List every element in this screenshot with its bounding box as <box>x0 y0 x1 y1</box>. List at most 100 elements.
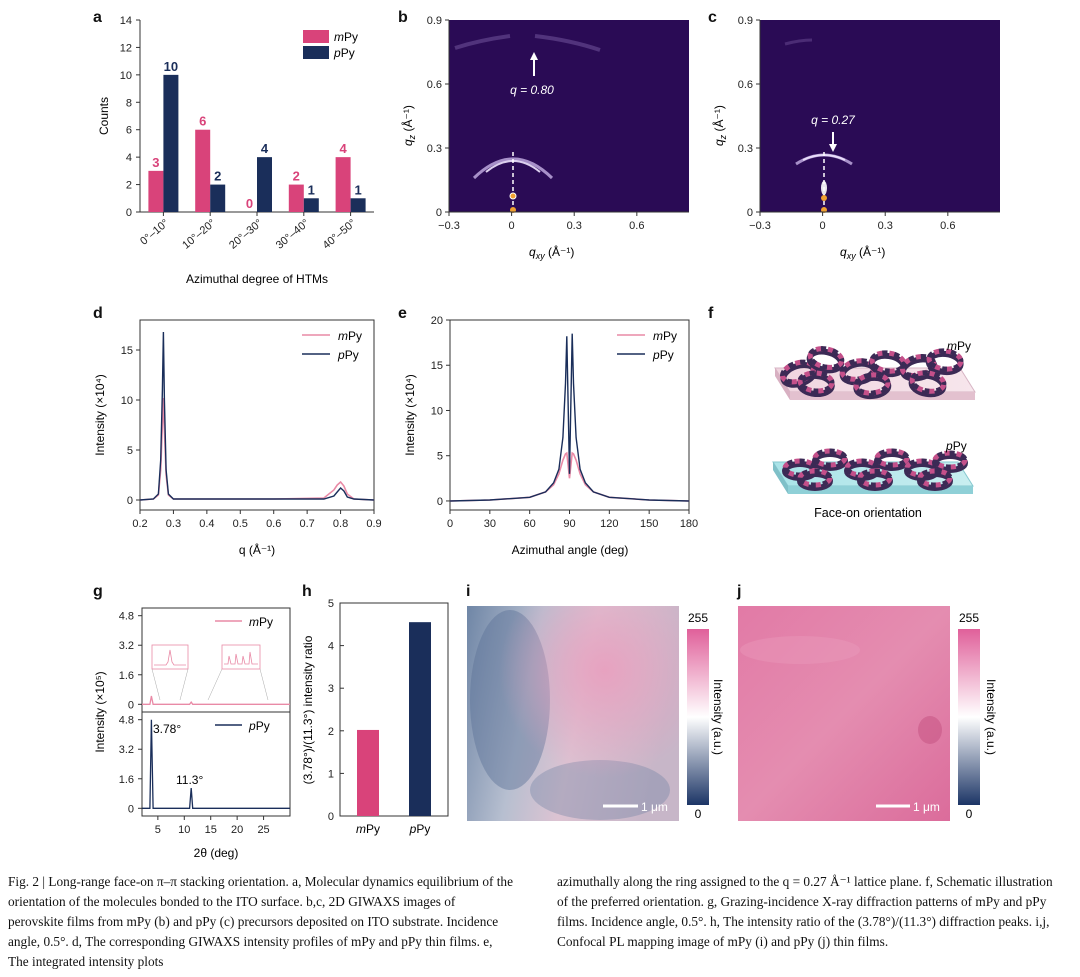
a-bar-mpy <box>335 157 351 212</box>
g-ytick-label: 0 <box>128 699 134 711</box>
g-series-mpy <box>142 695 290 705</box>
a-ytick-label: 0 <box>126 207 132 219</box>
h-bar-ppy <box>409 622 431 816</box>
g-ytick-label: 1.6 <box>119 774 134 786</box>
map-i-cbar-min: 0 <box>695 807 702 821</box>
f-label-ppy: pPy <box>945 439 967 453</box>
a-bar-ppy <box>303 198 319 212</box>
a-bar-value: 6 <box>199 114 206 129</box>
a-xtick-label: 40°–50° <box>321 217 359 252</box>
chart-e: 0 30 60 90 120 150 180 0 5 10 15 20 mPy pPy Intensi… <box>403 315 698 557</box>
d-series-mpy <box>139 397 375 501</box>
h-ytick-label: 0 <box>328 811 334 823</box>
a-ytick-label: 6 <box>126 125 132 137</box>
a-ytick-label: 4 <box>126 152 132 164</box>
b-annotation: q = 0.80 <box>510 83 554 97</box>
g-ylabel: Intensity (×10⁵) <box>93 671 107 752</box>
map-i-cbar-label: Intensity (a.u.) <box>711 679 725 755</box>
a-xtick-label: 10°–20° <box>180 217 218 252</box>
panel-label-d: d <box>93 305 103 322</box>
panel-label-a: a <box>93 9 102 26</box>
d-ylabel: Intensity (×10⁴) <box>93 374 107 456</box>
e-ytick-label: 20 <box>431 315 443 327</box>
panel-label-i: i <box>466 583 470 600</box>
a-bar-ppy <box>163 74 179 212</box>
a-bar-mpy <box>148 170 164 212</box>
chart-h: 0 1 2 3 4 5 mPy pPy (3.78°)/(11.3°) intensity … <box>301 598 449 836</box>
a-bar-ppy <box>350 198 366 212</box>
map-i-colorbar <box>687 629 709 805</box>
h-xtick-label: pPy <box>409 822 431 836</box>
g-ytick-label: 4.8 <box>119 715 134 727</box>
h-bar-mpy <box>357 729 379 816</box>
d-xtick-label: 0.3 <box>166 518 181 530</box>
e-xtick-label: 90 <box>563 518 575 530</box>
c-ytick-label: 0 <box>747 207 753 219</box>
d-xlabel: q (Å⁻¹) <box>239 542 275 557</box>
d-xtick-label: 0.4 <box>199 518 214 530</box>
g-ytick-label: 3.2 <box>119 640 134 652</box>
e-series-ppy <box>449 333 690 502</box>
a-legend: mPy pPy <box>303 30 358 60</box>
a-xlabel: Azimuthal degree of HTMs <box>186 272 328 286</box>
c-xtick-label: 0.3 <box>878 220 893 232</box>
map-j-image <box>738 606 950 821</box>
d-xtick-label: 0.5 <box>233 518 248 530</box>
b-xtick-label: 0 <box>509 220 515 232</box>
h-ytick-label: 2 <box>328 726 334 738</box>
panel-label-h: h <box>302 583 312 600</box>
g-ytick-label: 0 <box>128 803 134 815</box>
svg-text:pPy: pPy <box>652 348 674 362</box>
e-ytick-label: 10 <box>431 405 443 417</box>
d-xtick-label: 0.2 <box>132 518 147 530</box>
d-ytick-label: 15 <box>121 345 133 357</box>
panel-label-f: f <box>708 305 714 322</box>
a-bar-value: 1 <box>308 182 315 197</box>
d-ytick-label: 10 <box>121 395 133 407</box>
panel-label-b: b <box>398 9 408 26</box>
b-heatmap <box>449 20 689 212</box>
ring-bottom <box>932 450 968 473</box>
map-j-scale-label: 1 μm <box>913 800 940 814</box>
g-xtick-label: 25 <box>257 824 269 836</box>
f-label-mpy: mPy <box>947 339 971 353</box>
a-bar-ppy <box>257 157 272 212</box>
a-bar-value: 4 <box>261 141 269 156</box>
c-ytick-label: 0.6 <box>738 79 753 91</box>
schematic-f: mPy pPy Face-on orientation <box>772 339 976 520</box>
ring-top <box>796 370 835 398</box>
svg-text:mPy: mPy <box>653 329 677 343</box>
ring-top <box>868 350 907 378</box>
f-caption: Face-on orientation <box>814 506 922 520</box>
a-bar-value: 0 <box>246 196 253 211</box>
h-xtick-label: mPy <box>356 822 380 836</box>
a-bar-value: 3 <box>152 155 159 170</box>
svg-text:pPy: pPy <box>248 719 270 733</box>
b-xtick-label: −0.3 <box>438 220 460 232</box>
g-xtick-label: 5 <box>155 824 161 836</box>
a-ytick-label: 12 <box>120 42 132 54</box>
rings-top <box>780 346 964 400</box>
g-xtick-label: 10 <box>178 824 190 836</box>
a-bar-value: 2 <box>293 169 300 184</box>
e-ytick-label: 15 <box>431 360 443 372</box>
c-xtick-label: 0.6 <box>940 220 955 232</box>
a-ytick-label: 14 <box>120 15 132 27</box>
h-ytick-label: 1 <box>328 768 334 780</box>
d-ytick-label: 5 <box>127 445 133 457</box>
h-ytick-label: 3 <box>328 683 334 695</box>
a-bar-value: 10 <box>164 59 178 74</box>
map-j-colorbar <box>958 629 980 805</box>
c-xtick-label: −0.3 <box>749 220 771 232</box>
ring-bottom <box>857 468 893 491</box>
e-ytick-label: 0 <box>437 496 443 508</box>
b-ytick-label: 0.3 <box>427 143 442 155</box>
b-xlabel: qxy (Å⁻¹) <box>529 244 574 261</box>
panel-label-c: c <box>708 9 717 26</box>
e-xtick-label: 30 <box>484 518 496 530</box>
caption-left: Fig. 2 | Long-range face-on π–π stacking… <box>8 874 513 969</box>
b-ylabel: qz (Å⁻¹) <box>400 105 417 146</box>
